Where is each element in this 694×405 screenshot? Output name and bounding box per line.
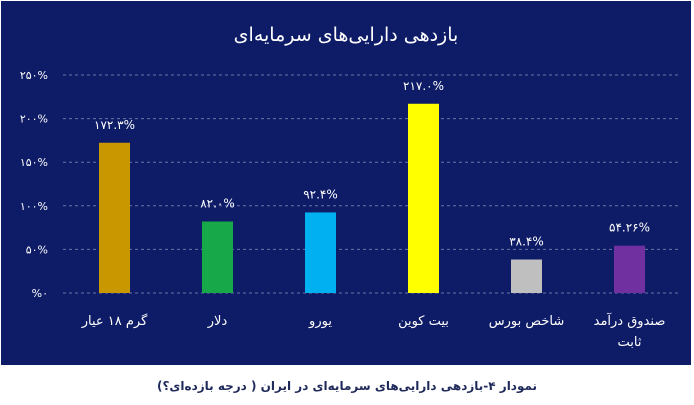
data-label: ۲۱۷.۰% [403,79,444,93]
x-category-label: دلار [207,314,228,329]
y-tick-label: ۱۵۰% [20,156,48,169]
bar [511,259,542,293]
data-label: ۱۷۲.۳% [94,118,135,132]
y-tick-label: ۵۰% [26,243,48,256]
y-axis-tick-labels: %۰ ۵۰% ۱۰۰% ۱۵۰% ۲۰۰% ۲۵۰% [20,69,48,300]
x-category-label: صندوق درآمد ثابت [594,312,666,350]
data-label: ۹۲.۴% [303,187,338,201]
y-tick-label: %۰ [32,287,48,300]
chart-title: بازدهی دارایی‌های سرمایه‌ای [234,24,459,46]
y-tick-label: ۲۰۰% [20,113,48,126]
bar [408,103,439,293]
bar [614,245,645,293]
data-labels: ۱۷۲.۳% ۸۲.۰% ۹۲.۴% ۲۱۷.۰% ۳۸.۴% ۵۴.۲۶% [94,79,650,249]
bar [305,212,336,293]
bar [99,142,130,293]
x-category-label: شاخص بورس [489,314,564,329]
x-axis-category-labels: گرم ۱۸ عیار دلار یورو بیت کوین شاخص بورس صندو… [81,312,666,350]
x-category-label: گرم ۱۸ عیار [81,313,148,329]
figure-caption: نمودار ۴-بازدهی دارایی‌های سرمایه‌ای در … [156,379,538,393]
bar-chart: بازدهی دارایی‌های سرمایه‌ای %۰ ۵۰% ۱۰۰% ۱۵۰… [20,24,681,350]
data-label: ۵۴.۲۶% [609,221,650,235]
data-label: ۸۲.۰% [200,196,235,210]
x-category-label: یورو [308,314,332,329]
chart-panel: بازدهی دارایی‌های سرمایه‌ای %۰ ۵۰% ۱۰۰% ۱۵۰… [1,1,691,365]
y-tick-label: ۲۵۰% [20,69,48,82]
x-category-label: بیت کوین [398,314,449,329]
data-label: ۳۸.۴% [509,235,544,249]
y-tick-label: ۱۰۰% [20,200,48,213]
bars [99,103,645,293]
bar [202,221,233,293]
gridlines [63,74,681,294]
